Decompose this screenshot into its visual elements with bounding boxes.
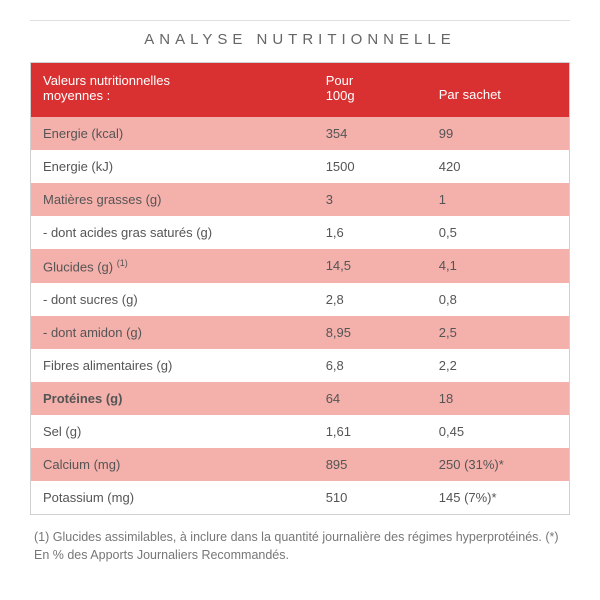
cell-label: Energie (kJ)	[43, 159, 326, 174]
table-row: Fibres alimentaires (g)6,82,2	[31, 349, 569, 382]
nutrition-table: Valeurs nutritionnelles moyennes : Pour …	[30, 62, 570, 515]
table-row: Calcium (mg)895250 (31%)*	[31, 448, 569, 481]
cell-label-sup: (1)	[117, 258, 128, 268]
table-row: Energie (kJ)1500420	[31, 150, 569, 183]
cell-label: Energie (kcal)	[43, 126, 326, 141]
footnote-text: (1) Glucides assimilables, à inclure dan…	[30, 515, 570, 564]
cell-per100g: 6,8	[326, 358, 439, 373]
table-row: - dont amidon (g)8,952,5	[31, 316, 569, 349]
table-row: Potassium (mg)510145 (7%)*	[31, 481, 569, 514]
cell-per100g: 1,61	[326, 424, 439, 439]
table-row: Glucides (g) (1)14,54,1	[31, 249, 569, 283]
cell-label: Sel (g)	[43, 424, 326, 439]
table-row: - dont sucres (g)2,80,8	[31, 283, 569, 316]
cell-label: Fibres alimentaires (g)	[43, 358, 326, 373]
header-col2-line2: 100g	[326, 88, 355, 103]
cell-persachet: 0,5	[439, 225, 557, 240]
cell-per100g: 1500	[326, 159, 439, 174]
cell-label: Potassium (mg)	[43, 490, 326, 505]
cell-per100g: 1,6	[326, 225, 439, 240]
table-header: Valeurs nutritionnelles moyennes : Pour …	[31, 63, 569, 117]
cell-persachet: 145 (7%)*	[439, 490, 557, 505]
header-col1-line2: moyennes :	[43, 88, 110, 103]
cell-persachet: 18	[439, 391, 557, 406]
table-row: Matières grasses (g)31	[31, 183, 569, 216]
table-row: - dont acides gras saturés (g)1,60,5	[31, 216, 569, 249]
cell-persachet: 250 (31%)*	[439, 457, 557, 472]
cell-persachet: 420	[439, 159, 557, 174]
header-col-label: Valeurs nutritionnelles moyennes :	[43, 73, 326, 103]
cell-per100g: 510	[326, 490, 439, 505]
table-row: Protéines (g)6418	[31, 382, 569, 415]
cell-label: Protéines (g)	[43, 391, 326, 406]
cell-persachet: 0,45	[439, 424, 557, 439]
cell-per100g: 64	[326, 391, 439, 406]
cell-label: Glucides (g) (1)	[43, 258, 326, 274]
table-row: Sel (g)1,610,45	[31, 415, 569, 448]
cell-per100g: 895	[326, 457, 439, 472]
header-col3: Par sachet	[439, 87, 501, 102]
cell-persachet: 99	[439, 126, 557, 141]
cell-per100g: 14,5	[326, 258, 439, 274]
header-col-per100g: Pour 100g	[326, 73, 439, 103]
cell-label: - dont sucres (g)	[43, 292, 326, 307]
cell-label: Calcium (mg)	[43, 457, 326, 472]
cell-per100g: 2,8	[326, 292, 439, 307]
cell-persachet: 0,8	[439, 292, 557, 307]
cell-per100g: 354	[326, 126, 439, 141]
header-col-persachet: Par sachet	[439, 73, 557, 103]
cell-per100g: 8,95	[326, 325, 439, 340]
cell-persachet: 2,2	[439, 358, 557, 373]
cell-label: - dont amidon (g)	[43, 325, 326, 340]
cell-per100g: 3	[326, 192, 439, 207]
cell-label: - dont acides gras saturés (g)	[43, 225, 326, 240]
cell-persachet: 4,1	[439, 258, 557, 274]
cell-label: Matières grasses (g)	[43, 192, 326, 207]
header-col1-line1: Valeurs nutritionnelles	[43, 73, 170, 88]
header-col2-line1: Pour	[326, 73, 353, 88]
section-title: ANALYSE NUTRITIONNELLE	[30, 20, 570, 62]
cell-persachet: 2,5	[439, 325, 557, 340]
cell-persachet: 1	[439, 192, 557, 207]
table-row: Energie (kcal)35499	[31, 117, 569, 150]
